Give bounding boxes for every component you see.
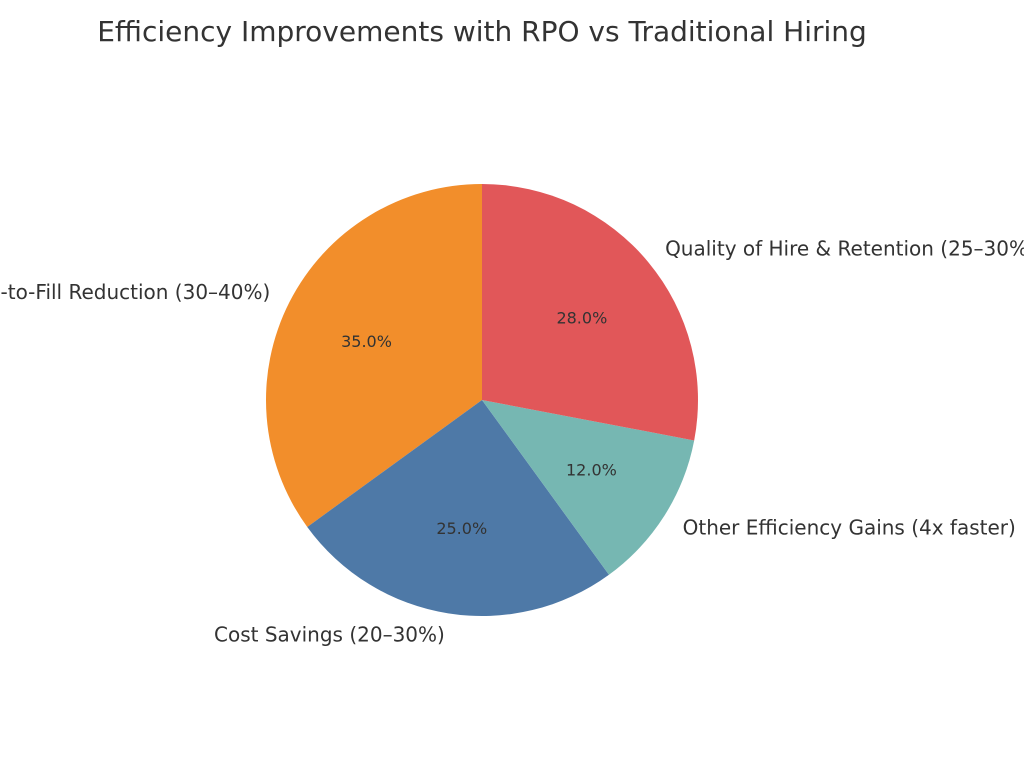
pie-labels: Time-to-Fill Reduction (30–40%) 35.0% Cost… — [0, 237, 1024, 647]
slice-percent-label: 28.0% — [556, 308, 607, 327]
slice-label: Other Efficiency Gains (4x faster) — [683, 515, 1016, 539]
slice-label: Time-to-Fill Reduction (30–40%) — [0, 280, 270, 304]
pie-slice — [482, 184, 698, 441]
chart-title: Efficiency Improvements with RPO vs Trad… — [97, 15, 867, 48]
slice-percent-label: 12.0% — [566, 460, 617, 479]
slice-label: Quality of Hire & Retention (25–30%) — [665, 237, 1024, 261]
pie-slice — [307, 400, 609, 617]
slice-percent-label: 35.0% — [341, 332, 392, 351]
pie-slice — [265, 184, 482, 527]
pie-slices — [265, 184, 698, 617]
slice-percent-label: 25.0% — [436, 519, 487, 538]
slice-label: Cost Savings (20–30%) — [214, 623, 445, 647]
pie-slice — [482, 400, 695, 575]
